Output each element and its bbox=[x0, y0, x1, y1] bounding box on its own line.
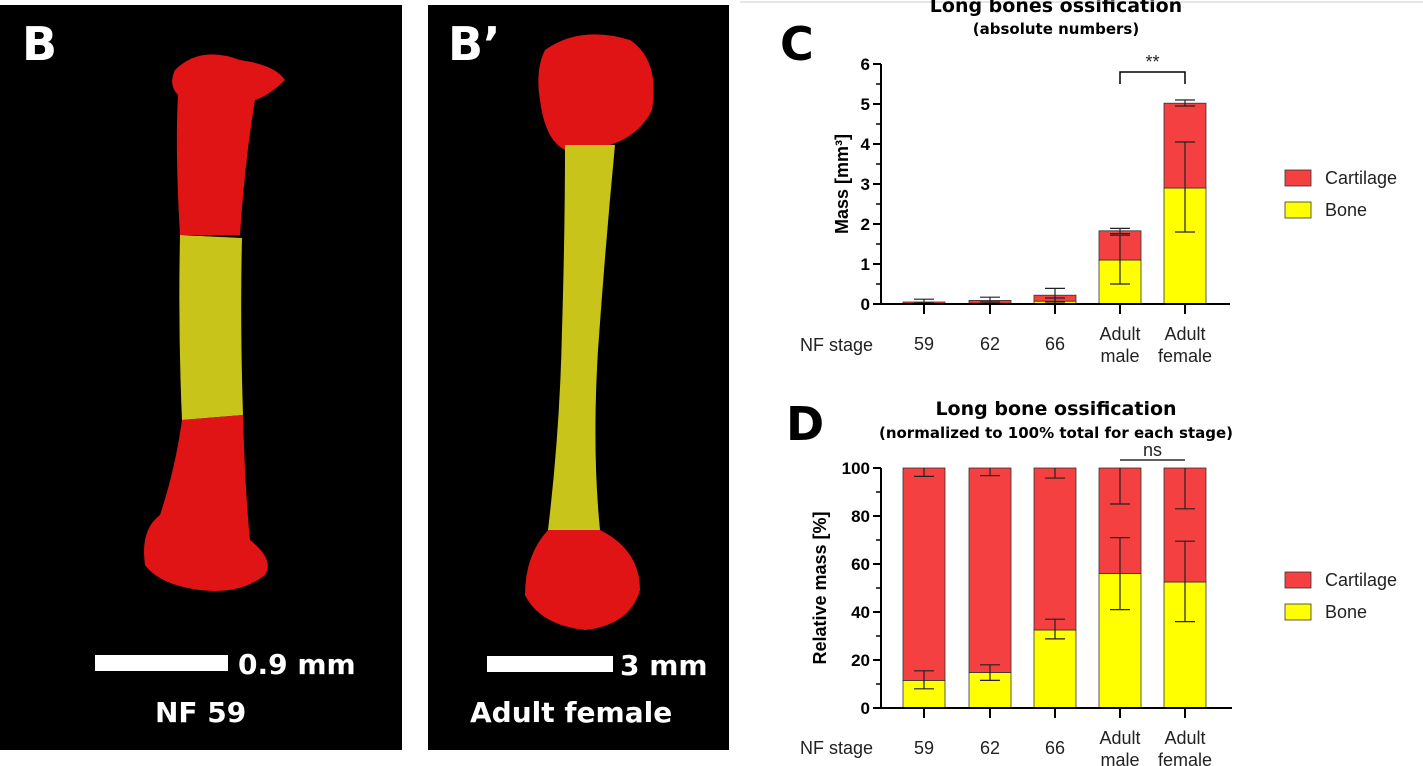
chart-c-ylabel: Mass [mm³] bbox=[832, 134, 852, 234]
y-tick-label: 0 bbox=[861, 699, 870, 718]
bar-bone bbox=[1033, 629, 1077, 709]
category-label: 62 bbox=[980, 738, 1000, 758]
y-tick-label: 60 bbox=[851, 555, 870, 574]
category-label: female bbox=[1158, 750, 1212, 766]
chart-d: D Long bone ossification (normalized to … bbox=[786, 397, 1397, 766]
y-tick-label: 100 bbox=[842, 459, 870, 478]
category-label: male bbox=[1100, 750, 1139, 766]
legend-label-bone: Bone bbox=[1325, 602, 1367, 622]
category-label: Adult bbox=[1099, 324, 1140, 344]
chart-d-ylabel: Relative mass [%] bbox=[810, 511, 830, 664]
category-label: male bbox=[1100, 346, 1139, 366]
y-tick-label: 5 bbox=[861, 95, 870, 114]
y-tick-label: 0 bbox=[861, 295, 870, 314]
category-label: 66 bbox=[1045, 334, 1065, 354]
y-tick-label: 20 bbox=[851, 651, 870, 670]
scale-bar-b bbox=[95, 655, 228, 671]
bar-cartilage bbox=[968, 467, 1012, 673]
panel-b-prime: B’ 3 mm Adult female bbox=[428, 5, 729, 750]
y-tick-label: 80 bbox=[851, 507, 870, 526]
caption-b-prime: Adult female bbox=[470, 696, 672, 729]
panel-b-letter: B bbox=[22, 17, 57, 71]
category-label: 59 bbox=[914, 738, 934, 758]
category-label: 59 bbox=[914, 334, 934, 354]
adult-female-bone-render bbox=[525, 34, 654, 630]
bar-cartilage bbox=[1033, 467, 1077, 631]
significance-label: ns bbox=[1143, 440, 1162, 460]
bar-cartilage bbox=[902, 467, 946, 681]
panel-b: B 0.9 mm NF 59 bbox=[0, 5, 402, 750]
chart-d-title: Long bone ossification bbox=[935, 398, 1176, 420]
chart-d-subtitle: (normalized to 100% total for each stage… bbox=[879, 424, 1233, 442]
chart-d-xlabel: NF stage bbox=[800, 738, 873, 758]
scale-label-b-prime: 3 mm bbox=[620, 649, 708, 682]
scale-label-b: 0.9 mm bbox=[238, 648, 356, 681]
chart-c-subtitle: (absolute numbers) bbox=[973, 20, 1139, 38]
legend-swatch-cartilage bbox=[1284, 571, 1312, 589]
category-label: Adult bbox=[1164, 324, 1205, 344]
y-tick-label: 40 bbox=[851, 603, 870, 622]
chart-c-xlabel: NF stage bbox=[800, 335, 873, 355]
caption-b: NF 59 bbox=[155, 696, 246, 729]
panel-c-letter: C bbox=[780, 17, 814, 71]
legend-label-cartilage: Cartilage bbox=[1325, 570, 1397, 590]
y-tick-label: 3 bbox=[861, 175, 870, 194]
y-tick-label: 1 bbox=[861, 255, 870, 274]
chart-c-title: Long bones ossification bbox=[930, 0, 1182, 17]
category-label: 62 bbox=[980, 334, 1000, 354]
category-label: female bbox=[1158, 346, 1212, 366]
y-tick-label: 6 bbox=[861, 55, 870, 74]
legend-label-cartilage: Cartilage bbox=[1325, 168, 1397, 188]
category-label: Adult bbox=[1164, 728, 1205, 748]
nf59-bone-render bbox=[144, 54, 285, 591]
y-tick-label: 2 bbox=[861, 215, 870, 234]
legend-label-bone: Bone bbox=[1325, 200, 1367, 220]
category-label: Adult bbox=[1099, 728, 1140, 748]
panel-d-letter: D bbox=[786, 397, 824, 451]
chart-c: C Long bones ossification (absolute numb… bbox=[780, 0, 1397, 366]
y-tick-label: 4 bbox=[861, 135, 871, 154]
legend-swatch-bone bbox=[1284, 603, 1312, 621]
legend-swatch-bone bbox=[1284, 201, 1312, 219]
scale-bar-b-prime bbox=[487, 656, 613, 672]
category-label: 66 bbox=[1045, 738, 1065, 758]
panel-b-prime-letter: B’ bbox=[448, 17, 501, 71]
legend-swatch-cartilage bbox=[1284, 169, 1312, 187]
significance-label: ** bbox=[1145, 52, 1159, 72]
significance-bracket bbox=[1119, 71, 1186, 84]
